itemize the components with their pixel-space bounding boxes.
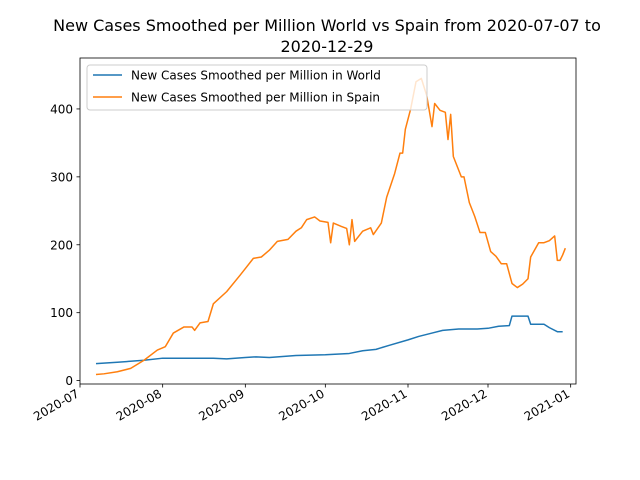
plot-area (80, 58, 576, 384)
chart-title-line-2: 2020-12-29 (281, 37, 374, 56)
legend-label-spain: New Cases Smoothed per Million in Spain (131, 91, 380, 105)
x-tick-label: 2020-11 (359, 386, 409, 423)
x-tick-label: 2021-01 (522, 386, 572, 423)
y-tick-label: 200 (50, 238, 73, 252)
y-tick-label: 400 (50, 102, 73, 116)
plot-frame (79, 57, 577, 385)
x-tick-label: 2020-12 (439, 386, 489, 423)
x-tick-label: 2020-07 (31, 386, 81, 423)
x-tick-label: 2020-09 (196, 386, 246, 423)
series-line-world (95, 315, 563, 365)
y-tick-label: 0 (65, 374, 73, 388)
legend-box (86, 64, 428, 111)
chart-title-line-1: New Cases Smoothed per Million World vs … (53, 16, 601, 35)
series-layer (95, 77, 567, 376)
x-tick-label: 2020-08 (114, 386, 164, 423)
y-tick-label: 100 (50, 306, 73, 320)
series-line-spain (95, 77, 567, 376)
legend-label-world: New Cases Smoothed per Million in World (131, 69, 381, 83)
x-tick-label: 2020-10 (276, 386, 326, 423)
y-tick-label: 300 (50, 170, 73, 184)
legend: New Cases Smoothed per Million in World … (86, 64, 428, 111)
